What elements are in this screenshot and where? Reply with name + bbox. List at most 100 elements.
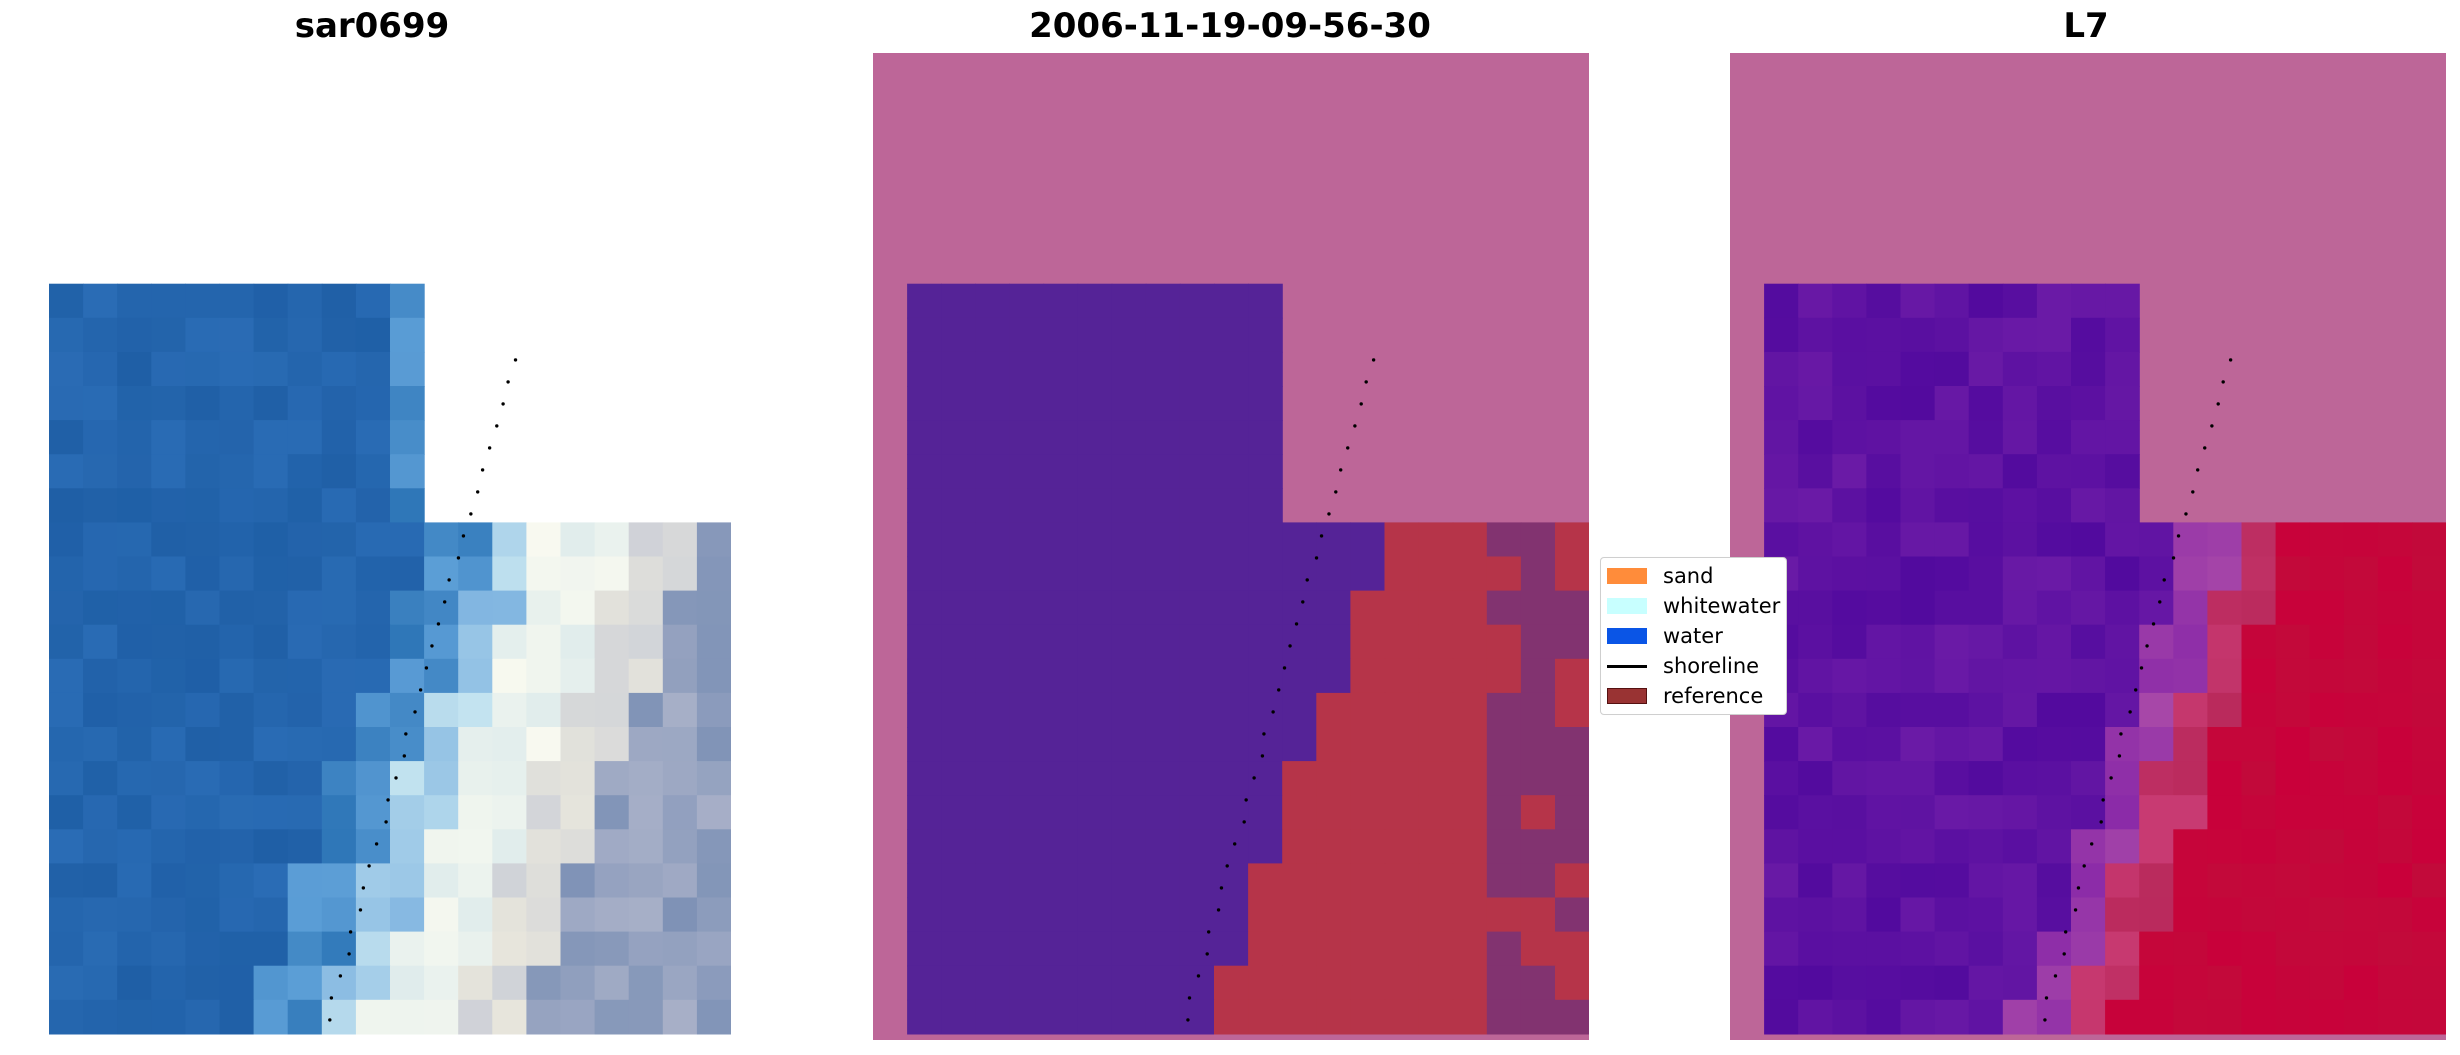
index-cell (1764, 488, 1799, 523)
class-cell (1179, 556, 1215, 592)
shoreline-point (2203, 446, 2207, 450)
shoreline-line-swatch (1607, 664, 1647, 668)
class-cell (1077, 999, 1113, 1035)
index-cell (2377, 556, 2413, 592)
shoreline-point (1216, 908, 1221, 912)
raster-cell (151, 727, 186, 762)
raster-cell (321, 795, 357, 830)
raster-cell (526, 829, 562, 864)
raster-cell (49, 351, 84, 387)
class-cell (1111, 454, 1147, 489)
raster-cell (458, 897, 493, 933)
raster-cell (526, 897, 562, 933)
shoreline-point (456, 556, 461, 560)
raster-cell (321, 761, 357, 796)
index-cell (1900, 761, 1936, 796)
index-cell (1832, 897, 1867, 933)
raster-cell (662, 658, 698, 694)
index-cell (2071, 761, 2106, 796)
class-cell (1384, 897, 1420, 933)
index-cell (1900, 420, 1936, 455)
class-cell (1214, 420, 1249, 455)
raster-cell (390, 317, 425, 353)
raster-cell (696, 692, 731, 728)
raster-cell (83, 829, 118, 864)
index-cell (1968, 420, 2004, 455)
index-cell (2071, 727, 2106, 762)
class-cell (941, 795, 976, 830)
index-cell (2207, 897, 2243, 933)
shoreline-point (436, 622, 441, 626)
class-cell (1452, 931, 1488, 967)
class-cell (1009, 317, 1045, 353)
class-cell (975, 897, 1010, 933)
raster-cell (49, 317, 84, 353)
class-cell (1111, 624, 1147, 660)
class-cell (975, 454, 1010, 489)
raster-cell (117, 931, 152, 967)
index-cell (2412, 965, 2446, 1001)
index-cell (1968, 897, 2004, 933)
shoreline-point (1196, 974, 1201, 978)
index-cell (1934, 658, 1970, 694)
raster-cell (560, 999, 596, 1035)
class-cell (1179, 965, 1215, 1001)
index-cell (2071, 897, 2106, 933)
raster-cell (492, 658, 527, 694)
class-cell (1316, 965, 1351, 1001)
raster-cell (560, 727, 596, 762)
class-cell (1248, 454, 1283, 489)
index-cell (1866, 658, 1902, 694)
raster-cell (696, 897, 731, 933)
class-cell (1043, 386, 1079, 421)
raster-cell (390, 965, 425, 1001)
class-cell (1486, 999, 1522, 1035)
raster-cell (253, 897, 289, 933)
class-cell (1452, 522, 1488, 558)
class-cell (1486, 658, 1522, 694)
index-cell (1866, 727, 1902, 762)
class-cell (1043, 351, 1079, 387)
class-cell (1145, 727, 1181, 762)
index-cell (1866, 795, 1902, 830)
raster-cell (424, 590, 459, 626)
raster-cell (355, 965, 391, 1001)
class-cell (1111, 386, 1147, 421)
raster-cell (321, 386, 357, 421)
raster-cell (287, 897, 323, 933)
rgb-image-panel (49, 283, 731, 1035)
raster-cell (117, 829, 152, 864)
index-cell (2139, 658, 2174, 694)
raster-cell (49, 454, 84, 489)
index-cell (1764, 931, 1799, 967)
class-cell (941, 727, 976, 762)
raster-cell (49, 829, 84, 864)
index-cell (2207, 999, 2243, 1035)
class-cell (1043, 522, 1079, 558)
raster-cell (49, 931, 84, 967)
index-cell (2036, 351, 2072, 387)
index-cell (2412, 761, 2446, 796)
index-cell (2275, 829, 2311, 864)
shoreline-point (347, 952, 351, 956)
index-cell (1798, 931, 1833, 967)
index-cell (1934, 727, 1970, 762)
raster-cell (151, 795, 186, 830)
index-cell (2105, 317, 2140, 353)
index-cell (1934, 795, 1970, 830)
index-cell (2071, 522, 2106, 558)
shoreline-point (2162, 578, 2166, 582)
raster-cell (662, 624, 698, 660)
raster-cell (662, 590, 698, 626)
index-cell (1798, 522, 1833, 558)
index-cell (2377, 761, 2413, 796)
class-cell (1418, 897, 1454, 933)
class-cell (1316, 863, 1351, 899)
index-cell (1934, 931, 1970, 967)
raster-cell (526, 658, 562, 694)
index-cell (2071, 863, 2106, 899)
class-cell (1043, 590, 1079, 626)
class-cell (941, 556, 976, 592)
raster-cell (287, 283, 323, 319)
class-cell (1145, 692, 1181, 728)
